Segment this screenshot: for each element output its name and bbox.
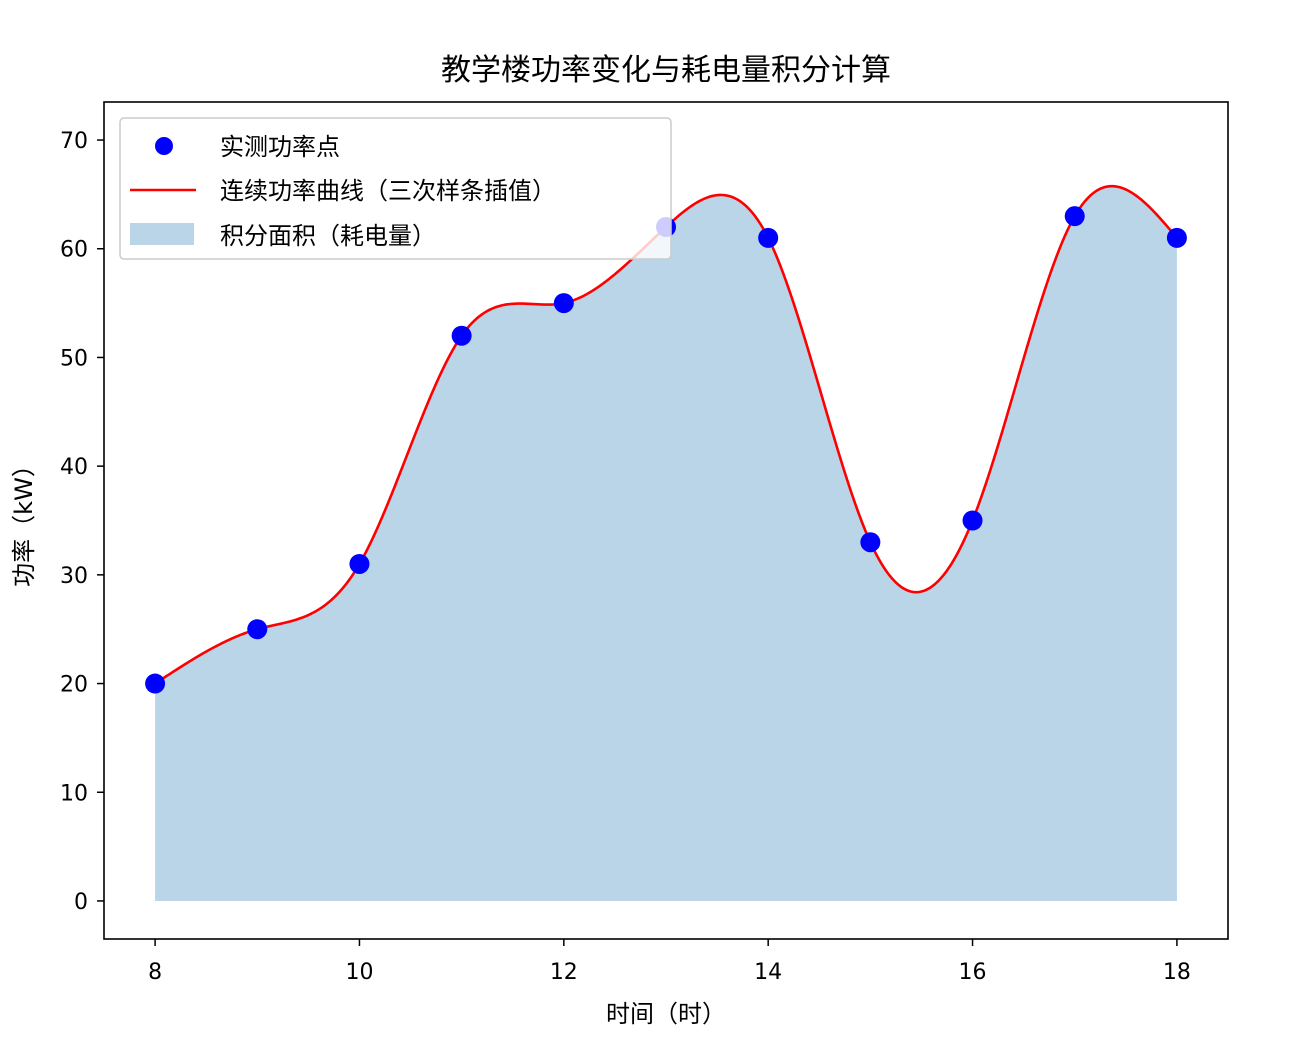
y-tick-label: 20: [60, 673, 88, 698]
y-tick-label: 30: [60, 564, 88, 589]
legend: 实测功率点 连续功率曲线（三次样条插值） 积分面积（耗电量）: [119, 117, 672, 260]
data-point: [1064, 206, 1085, 227]
y-tick-label: 10: [60, 781, 88, 806]
y-tick-label: 40: [60, 455, 88, 480]
data-point: [451, 325, 472, 346]
y-tick-label: 60: [60, 238, 88, 263]
x-tick-label: 16: [959, 960, 987, 985]
data-point: [758, 227, 779, 248]
data-point: [145, 673, 166, 694]
legend-box: [119, 117, 672, 260]
plot-frame: [103, 101, 1229, 940]
x-axis-ticks: 8 10 12 14 16 18: [148, 939, 1191, 985]
y-axis-ticks: 0 10 20 30 40 50 60 70: [60, 129, 104, 915]
data-point: [962, 510, 983, 531]
legend-label-area: 积分面积（耗电量）: [220, 222, 436, 250]
x-axis-label: 时间（时）: [606, 1000, 726, 1028]
data-point: [349, 553, 370, 574]
legend-marker-points: [155, 137, 173, 155]
y-axis-label: 功率（kW）: [10, 453, 38, 587]
y-tick-label: 70: [60, 129, 88, 154]
data-point: [553, 293, 574, 314]
legend-marker-area: [130, 223, 194, 245]
legend-label-points: 实测功率点: [220, 133, 340, 161]
x-tick-label: 12: [550, 960, 578, 985]
chart-title: 教学楼功率变化与耗电量积分计算: [441, 53, 891, 88]
data-point: [1166, 227, 1187, 248]
data-point: [247, 619, 268, 640]
legend-label-curve: 连续功率曲线（三次样条插值）: [220, 177, 556, 205]
area-layer: [155, 186, 1177, 901]
y-tick-label: 50: [60, 346, 88, 371]
x-tick-label: 14: [754, 960, 782, 985]
integral-area: [155, 186, 1177, 901]
y-tick-label: 0: [74, 890, 88, 915]
x-tick-label: 8: [148, 960, 162, 985]
data-point: [860, 532, 881, 553]
x-tick-label: 18: [1163, 960, 1191, 985]
x-tick-label: 10: [345, 960, 373, 985]
